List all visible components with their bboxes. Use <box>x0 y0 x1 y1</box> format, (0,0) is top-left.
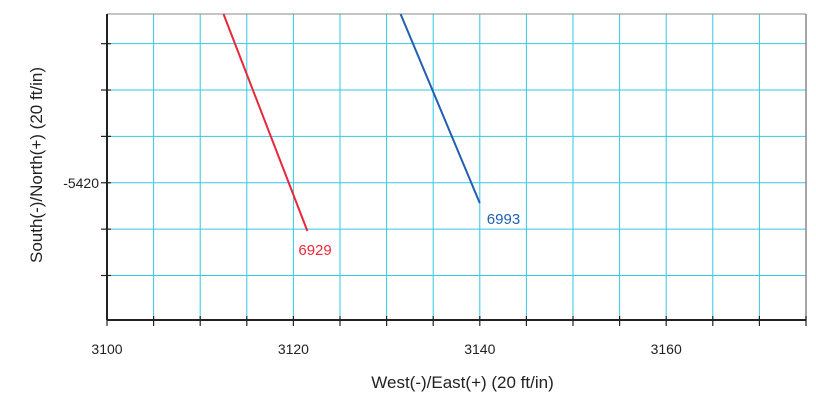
plot-area <box>107 14 806 320</box>
well-end-label: 6993 <box>487 211 520 228</box>
well-path-line <box>222 13 309 232</box>
well-path-line <box>399 13 481 204</box>
y-tick-label: -5420 <box>63 175 99 191</box>
well-end-label: 6929 <box>298 242 331 259</box>
x-axis-title: West(-)/East(+) (20 ft/in) <box>371 373 553 392</box>
x-tick-label: 3140 <box>464 341 495 357</box>
y-axis-title: South(-)/North(+) (20 ft/in) <box>27 67 46 263</box>
x-tick-label: 3120 <box>278 341 309 357</box>
x-tick-label: 3160 <box>651 341 682 357</box>
x-tick-label: 3100 <box>91 341 122 357</box>
